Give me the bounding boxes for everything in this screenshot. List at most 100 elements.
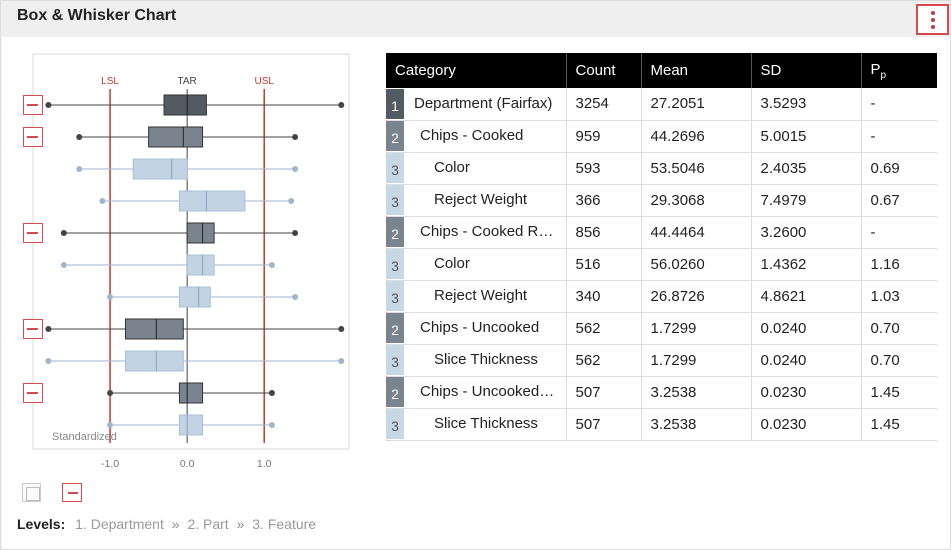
box-plot-row bbox=[60, 222, 299, 244]
whisker-min-point bbox=[76, 134, 83, 140]
count-cell: 562 bbox=[566, 312, 642, 345]
widget-header: Box & Whisker Chart bbox=[1, 1, 950, 37]
count-cell: 366 bbox=[566, 184, 642, 217]
category-name: Slice Thickness bbox=[434, 350, 538, 368]
level-item[interactable]: 1. Department bbox=[75, 516, 164, 532]
lsl-label: LSL bbox=[101, 76, 119, 87]
category-cell: 3 Slice Thickness bbox=[386, 344, 567, 377]
level-badge: 1 bbox=[386, 88, 404, 119]
level-item[interactable]: 2. Part bbox=[187, 516, 229, 532]
sd-cell: 0.0240 bbox=[751, 344, 862, 377]
table-row[interactable]: 3 Slice Thickness 562 1.7299 0.0240 0.70 bbox=[386, 344, 937, 377]
box-plot-row bbox=[45, 350, 345, 372]
pp-cell: 0.69 bbox=[861, 152, 937, 185]
box-plot-row bbox=[76, 126, 299, 148]
level-item[interactable]: 3. Feature bbox=[252, 516, 317, 532]
level-badge: 2 bbox=[386, 121, 404, 151]
expand-all-icon[interactable] bbox=[22, 483, 41, 502]
count-cell: 593 bbox=[566, 152, 642, 185]
pp-cell: 1.16 bbox=[861, 248, 937, 281]
table-row[interactable]: 3 Reject Weight 340 26.8726 4.8621 1.03 bbox=[386, 280, 937, 313]
x-tick-label: 0.0 bbox=[180, 458, 195, 470]
count-cell: 856 bbox=[566, 216, 642, 249]
usl-label: USL bbox=[254, 76, 274, 87]
whisker-min-point bbox=[99, 198, 106, 204]
collapse-all-icon[interactable] bbox=[62, 483, 82, 502]
collapse-row-button[interactable] bbox=[23, 223, 43, 243]
table-row[interactable]: 3 Color 516 56.0260 1.4362 1.16 bbox=[386, 248, 937, 281]
whisker-max-point bbox=[338, 358, 345, 364]
table-row[interactable]: 1 Department (Fairfax) 3254 27.2051 3.5293- bbox=[386, 88, 937, 121]
table-row[interactable]: 3 Slice Thickness 507 3.2538 0.0230 1.45 bbox=[386, 408, 937, 441]
whisker-max-point bbox=[338, 102, 345, 108]
mean-cell: 56.0260 bbox=[641, 248, 752, 281]
category-name: Color bbox=[434, 158, 470, 176]
whisker-min-point bbox=[76, 166, 83, 172]
collapse-row-button[interactable] bbox=[23, 95, 43, 115]
level-badge: 3 bbox=[386, 249, 404, 279]
whisker-max-point bbox=[268, 390, 275, 396]
mean-cell: 26.8726 bbox=[641, 280, 752, 313]
category-cell: 1 Department (Fairfax) bbox=[386, 88, 567, 121]
mean-cell: 3.2538 bbox=[641, 408, 752, 441]
whisker-max-point bbox=[268, 422, 275, 428]
table-row[interactable]: 2 Chips - Cooked 959 44.2696 5.0015- bbox=[386, 120, 937, 153]
column-header-count[interactable]: Count bbox=[566, 53, 642, 88]
box-iqr bbox=[124, 350, 184, 372]
sd-cell: 3.2600 bbox=[751, 216, 862, 249]
collapse-row-button[interactable] bbox=[23, 319, 43, 339]
column-header-pp[interactable]: Pp bbox=[861, 53, 937, 88]
level-badge: 2 bbox=[386, 377, 404, 407]
mean-cell: 44.4464 bbox=[641, 216, 752, 249]
sd-cell: 5.0015 bbox=[751, 120, 862, 153]
box-iqr bbox=[132, 158, 188, 180]
count-cell: 516 bbox=[566, 248, 642, 281]
whisker-min-point bbox=[60, 262, 67, 268]
box-iqr bbox=[148, 126, 204, 148]
box-plot-row bbox=[107, 382, 275, 404]
table-row[interactable]: 3 Reject Weight 366 29.3068 7.4979 0.67 bbox=[386, 184, 937, 217]
mean-cell: 29.3068 bbox=[641, 184, 752, 217]
table-row[interactable]: 2 Chips - Cooked Ridged 856 44.4464 3.2600- bbox=[386, 216, 937, 249]
box-plot-row bbox=[60, 254, 275, 276]
box-plot-row bbox=[45, 318, 345, 340]
level-separator: » bbox=[171, 516, 180, 532]
box-plot-row bbox=[99, 190, 295, 212]
column-header-sd[interactable]: SD bbox=[751, 53, 862, 88]
mean-cell: 3.2538 bbox=[641, 376, 752, 409]
column-header-mean[interactable]: Mean bbox=[641, 53, 752, 88]
box-iqr bbox=[124, 318, 184, 340]
sd-cell: 3.5293 bbox=[751, 88, 862, 121]
sd-cell: 4.8621 bbox=[751, 280, 862, 313]
table-row[interactable]: 3 Color 593 53.5046 2.4035 0.69 bbox=[386, 152, 937, 185]
sd-cell: 7.4979 bbox=[751, 184, 862, 217]
count-cell: 507 bbox=[566, 408, 642, 441]
box-iqr bbox=[178, 414, 204, 436]
level-badge: 3 bbox=[386, 153, 404, 183]
category-name: Reject Weight bbox=[434, 286, 528, 304]
category-name: Slice Thickness bbox=[434, 414, 538, 432]
column-header-category[interactable]: Category bbox=[386, 53, 567, 88]
table-row[interactable]: 2 Chips - Uncooked Ridg...5073.25380.0230… bbox=[386, 376, 937, 409]
whisker-max-point bbox=[288, 198, 295, 204]
level-separator: » bbox=[236, 516, 245, 532]
mean-cell: 44.2696 bbox=[641, 120, 752, 153]
whisker-min-point bbox=[45, 326, 52, 332]
box-plot-row bbox=[76, 158, 299, 180]
pp-cell: 1.03 bbox=[861, 280, 937, 313]
whisker-max-point bbox=[292, 134, 299, 140]
whisker-min-point bbox=[107, 390, 114, 396]
count-cell: 3254 bbox=[566, 88, 642, 121]
category-cell: 2 Chips - Cooked bbox=[386, 120, 567, 153]
collapse-row-button[interactable] bbox=[23, 383, 43, 403]
widget-title: Box & Whisker Chart bbox=[17, 7, 177, 24]
vertical-ellipsis-icon[interactable] bbox=[916, 4, 949, 35]
collapse-row-button[interactable] bbox=[23, 127, 43, 147]
whisker-max-point bbox=[292, 294, 299, 300]
category-cell: 3 Slice Thickness bbox=[386, 408, 567, 441]
table-row[interactable]: 2 Chips - Uncooked 562 1.7299 0.0240 0.70 bbox=[386, 312, 937, 345]
category-cell: 2 Chips - Cooked Ridged bbox=[386, 216, 567, 249]
box-plot-row bbox=[107, 286, 299, 308]
mean-cell: 53.5046 bbox=[641, 152, 752, 185]
standardized-watermark: Standardized bbox=[52, 431, 117, 443]
